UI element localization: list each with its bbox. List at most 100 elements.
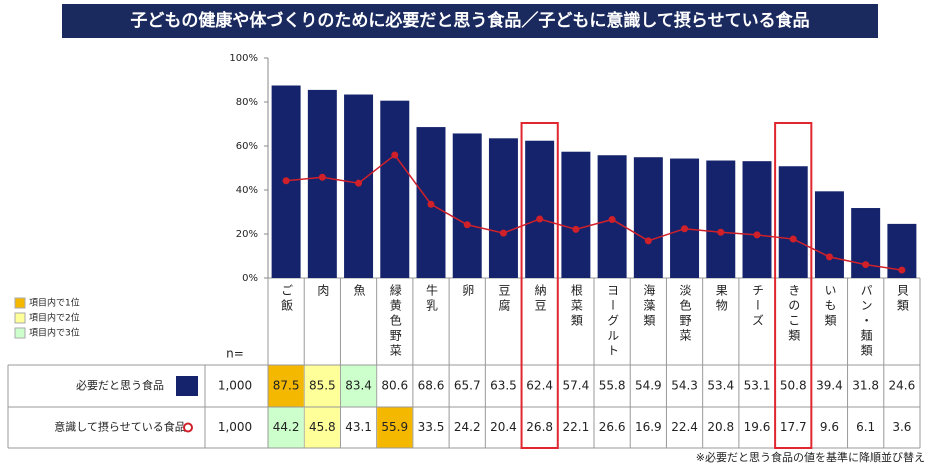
y-tick-label: 80% bbox=[236, 97, 258, 108]
x-tick-label: 緑黄色野菜 bbox=[388, 283, 402, 359]
table-value: 57.4 bbox=[563, 379, 590, 393]
line-marker bbox=[427, 200, 435, 208]
rank-legend-label: 項目内で1位 bbox=[29, 297, 80, 309]
table-value: 50.8 bbox=[780, 379, 807, 393]
table-value: 22.1 bbox=[563, 420, 590, 434]
rank-cell bbox=[304, 365, 340, 407]
table-value: 85.5 bbox=[309, 379, 336, 393]
line-marker bbox=[681, 225, 689, 233]
rank-cell bbox=[304, 407, 340, 448]
bar bbox=[670, 158, 700, 278]
bar bbox=[561, 151, 591, 278]
x-tick-label: 果物 bbox=[714, 284, 728, 314]
table-value: 22.4 bbox=[671, 420, 698, 434]
x-tick-label: 豆腐 bbox=[497, 284, 511, 314]
x-tick-label: 海藻類 bbox=[642, 283, 656, 329]
table-value: 24.6 bbox=[889, 379, 916, 393]
bar bbox=[742, 161, 772, 278]
rank-legend-swatch bbox=[14, 312, 26, 324]
line-marker bbox=[825, 253, 833, 261]
table-value: 62.4 bbox=[526, 379, 553, 393]
bar bbox=[488, 138, 518, 278]
line-marker bbox=[717, 228, 725, 236]
rank-legend-swatch bbox=[14, 327, 26, 339]
x-tick-label: 魚 bbox=[352, 284, 366, 299]
x-tick-label: 卵 bbox=[461, 284, 475, 299]
table-value: 53.4 bbox=[707, 379, 734, 393]
table-value: 16.9 bbox=[635, 420, 662, 434]
x-tick-label: 貝類 bbox=[895, 284, 909, 314]
rank-legend-label: 項目内で2位 bbox=[29, 312, 80, 324]
rank-legend-swatch bbox=[14, 297, 26, 309]
row-label: 必要だと思う食品 bbox=[76, 378, 164, 392]
bar bbox=[525, 140, 555, 278]
table-value: 63.5 bbox=[490, 379, 517, 393]
line-marker bbox=[463, 221, 471, 229]
line-marker bbox=[898, 266, 906, 274]
bar bbox=[307, 89, 337, 279]
table-value: 44.2 bbox=[273, 420, 300, 434]
rank-cell bbox=[340, 365, 377, 407]
bar bbox=[814, 191, 844, 278]
line-marker bbox=[644, 237, 652, 245]
x-tick-label: いも類 bbox=[823, 284, 837, 329]
table-value: 54.3 bbox=[671, 379, 698, 393]
table-value: 54.9 bbox=[635, 379, 662, 393]
highlight-box bbox=[774, 122, 813, 449]
legend-bar bbox=[176, 376, 198, 396]
table-value: 55.8 bbox=[599, 379, 626, 393]
x-tick-label: 淡色野菜 bbox=[678, 284, 692, 344]
rank-cell bbox=[377, 407, 413, 448]
y-tick-label: 0% bbox=[242, 273, 258, 284]
line-marker bbox=[789, 235, 797, 243]
n-title: n= bbox=[226, 347, 244, 361]
n-value: 1,000 bbox=[218, 420, 252, 434]
line-marker bbox=[355, 179, 363, 187]
x-tick-label: チーズ bbox=[751, 284, 765, 329]
x-tick-label: 肉 bbox=[316, 284, 330, 299]
table-value: 87.5 bbox=[273, 379, 300, 393]
line-marker bbox=[499, 229, 507, 237]
table-value: 17.7 bbox=[780, 420, 807, 434]
line-marker bbox=[608, 215, 616, 223]
table-value: 55.9 bbox=[381, 420, 408, 434]
rank-cell bbox=[268, 407, 304, 448]
x-tick-label: パン・麺類 bbox=[859, 284, 873, 359]
x-tick-label: きのこ類 bbox=[787, 284, 801, 344]
table-value: 80.6 bbox=[381, 379, 408, 393]
x-tick-label: ご飯 bbox=[280, 284, 294, 314]
highlight-box bbox=[520, 122, 559, 449]
table-value: 39.4 bbox=[816, 379, 843, 393]
x-tick-label: 納豆 bbox=[533, 284, 547, 314]
x-tick-label: 根菜類 bbox=[569, 284, 583, 329]
table-value: 33.5 bbox=[418, 420, 445, 434]
bar bbox=[778, 166, 808, 278]
bar bbox=[706, 160, 736, 278]
table-value: 6.1 bbox=[856, 420, 875, 434]
line-marker bbox=[318, 173, 326, 181]
line-marker bbox=[391, 151, 399, 159]
table-value: 65.7 bbox=[454, 379, 481, 393]
table-value: 24.2 bbox=[454, 420, 481, 434]
table-value: 20.8 bbox=[707, 420, 734, 434]
bar bbox=[633, 157, 663, 278]
table-value: 83.4 bbox=[345, 379, 372, 393]
table-value: 45.8 bbox=[309, 420, 336, 434]
table-value: 3.6 bbox=[892, 420, 911, 434]
line-marker bbox=[536, 215, 544, 223]
bar bbox=[452, 133, 482, 278]
line bbox=[286, 153, 903, 271]
line-marker bbox=[572, 225, 580, 233]
line-marker bbox=[753, 231, 761, 239]
line-marker bbox=[862, 261, 870, 269]
table-value: 31.8 bbox=[852, 379, 879, 393]
bar bbox=[380, 100, 410, 279]
table-value: 19.6 bbox=[744, 420, 771, 434]
y-tick-label: 100% bbox=[229, 53, 258, 64]
table-value: 9.6 bbox=[820, 420, 839, 434]
chart-title: 子どもの健康や体づくりのために必要だと思う食品／子どもに意識して摂らせている食品 bbox=[130, 10, 809, 31]
table-value: 68.6 bbox=[418, 379, 445, 393]
row-label: 意識して摂らせている食品 bbox=[54, 420, 185, 434]
y-tick-label: 40% bbox=[236, 185, 258, 196]
